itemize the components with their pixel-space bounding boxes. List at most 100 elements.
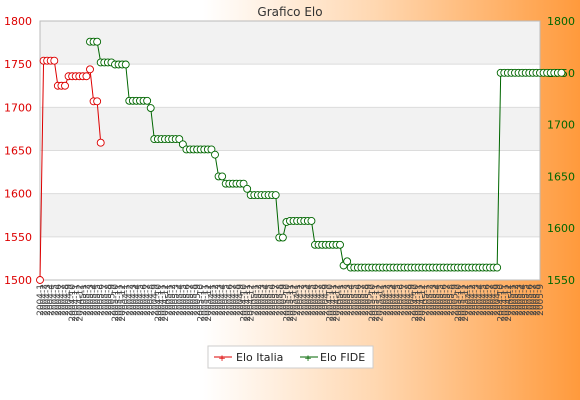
data-point — [493, 263, 502, 272]
x-tick-label: 2005-10 — [454, 284, 464, 322]
x-tick-label: 2004-1 — [36, 284, 46, 316]
x-tick-label: 2004-7 — [400, 284, 410, 316]
legend-label-elo-fide: Elo FIDE — [320, 351, 365, 364]
x-tick-label: 2004-4 — [47, 284, 57, 316]
right-tick-label: 1800 — [547, 15, 575, 28]
x-tick-label: 2005-3 — [86, 284, 96, 316]
plot-band — [40, 21, 540, 65]
x-tick-label: 2004-1 — [379, 284, 389, 316]
x-tick-label: 2004-6 — [54, 284, 64, 316]
x-tick-label: 2004-9 — [493, 284, 503, 316]
x-tick-label: 2004-6 — [397, 284, 407, 316]
plot-frame — [39, 20, 541, 281]
x-tick-label: 2005-10 — [197, 284, 207, 322]
x-tick-label: 2004-3 — [300, 284, 310, 316]
x-tick-label: 2004-10 — [325, 284, 335, 322]
x-tick-label: 2004-6 — [225, 284, 235, 316]
right-tick-label: 1600 — [547, 222, 575, 235]
data-point — [86, 65, 94, 74]
x-tick-label: 2004-5 — [222, 284, 232, 316]
data-point — [96, 138, 105, 147]
x-tick-label: 2005-9 — [107, 284, 117, 316]
x-tick-label: 2005-12 — [290, 284, 300, 322]
legend-marker-elo-italia: + — [218, 354, 226, 364]
legend-label-elo-italia: Elo Italia — [236, 351, 283, 364]
left-tick-label: 1500 — [4, 274, 32, 287]
x-tick-label: 2004-2 — [382, 284, 392, 316]
x-tick-label: 2004-4 — [218, 284, 228, 316]
x-tick-label: 2005-1 — [250, 284, 260, 316]
x-tick-label: 2005-9 — [450, 284, 460, 316]
x-tick-label: 2005-12 — [204, 284, 214, 322]
x-tick-label: 2004-7 — [229, 284, 239, 316]
x-tick-label: 2005-11 — [286, 284, 296, 322]
series-elo-fide — [86, 37, 566, 272]
x-tick-label: 2004-3 — [43, 284, 53, 316]
plot-band — [40, 150, 540, 194]
x-tick-label: 2004-2 — [40, 284, 50, 316]
x-tick-label: 2004-11 — [500, 284, 510, 322]
x-tick-label: 2005-8 — [190, 284, 200, 316]
data-point — [93, 37, 102, 46]
x-tick-label: 2004-1 — [465, 284, 475, 316]
x-tick-label: 2005-4 — [347, 284, 357, 316]
data-point — [218, 172, 227, 181]
x-tick-label: 2005-3 — [515, 284, 525, 316]
x-tick-label: 2005-10 — [282, 284, 292, 322]
x-tick-label: 2005-6 — [97, 284, 107, 316]
series-layer — [36, 37, 566, 284]
x-tick-label: 2004-5 — [136, 284, 146, 316]
x-tick-label: 2005-6 — [182, 284, 192, 316]
data-point — [61, 81, 69, 90]
x-tick-label: 2005-3 — [343, 284, 353, 316]
left-axis-ticks: 1500 1550 1600 1650 1700 1750 1800 — [4, 15, 32, 287]
plot-band — [40, 193, 540, 237]
x-tick-label: 2005-8 — [361, 284, 371, 316]
x-tick-label: 2004-12 — [332, 284, 342, 322]
x-tick-label: 2005-2 — [511, 284, 521, 316]
x-tick-label: 2004-5 — [50, 284, 60, 316]
x-tick-label: 2005-6 — [268, 284, 278, 316]
x-tick-label: 2005-2 — [425, 284, 435, 316]
x-tick-label: 2004-11 — [329, 284, 339, 322]
x-tick-label: 2005-5 — [436, 284, 446, 316]
x-tick-label: 2004-8 — [490, 284, 500, 316]
x-tick-label: 2005-1 — [422, 284, 432, 316]
right-tick-label: 1650 — [547, 170, 575, 183]
x-tick-label: 2004-5 — [479, 284, 489, 316]
x-tick-label: 2004-11 — [243, 284, 253, 322]
x-tick-label: 2005-12 — [118, 284, 128, 322]
x-tick-label: 2004-12 — [418, 284, 428, 322]
x-tick-label: 2005-10 — [368, 284, 378, 322]
x-tick-label: 2004-10 — [411, 284, 421, 322]
x-tick-label: 2004-6 — [311, 284, 321, 316]
x-tick-label: 2005-12 — [375, 284, 385, 322]
x-tick-label: 2005-4 — [90, 284, 100, 316]
x-tick-label: 2004-4 — [132, 284, 142, 316]
plot-band — [40, 107, 540, 151]
plot-band — [40, 236, 540, 280]
x-tick-label: 2004-2 — [211, 284, 221, 316]
data-point — [278, 233, 287, 242]
x-tick-label: 2004-2 — [125, 284, 135, 316]
x-tick-label: 2004-2 — [297, 284, 307, 316]
data-point — [343, 257, 352, 266]
x-tick-label: 2004-8 — [232, 284, 242, 316]
x-tick-label: 2004-9 — [236, 284, 246, 316]
x-tick-label: 2004-3 — [129, 284, 139, 316]
x-tick-label: 2004-12 — [247, 284, 257, 322]
data-point — [211, 150, 219, 159]
legend: + Elo Italia + Elo FIDE — [207, 345, 374, 369]
x-tick-label: 2004-9 — [150, 284, 160, 316]
data-point — [271, 191, 280, 200]
x-tick-label: 2005-4 — [518, 284, 528, 316]
x-tick-label: 2004-7 — [57, 284, 67, 316]
x-tick-label: 2004-7 — [486, 284, 496, 316]
x-tick-label: 2004-11 — [415, 284, 425, 322]
x-tick-label: 2004-8 — [404, 284, 414, 316]
x-tick-label: 2004-6 — [482, 284, 492, 316]
x-tick-label: 2005-11 — [200, 284, 210, 322]
data-point — [121, 60, 130, 69]
